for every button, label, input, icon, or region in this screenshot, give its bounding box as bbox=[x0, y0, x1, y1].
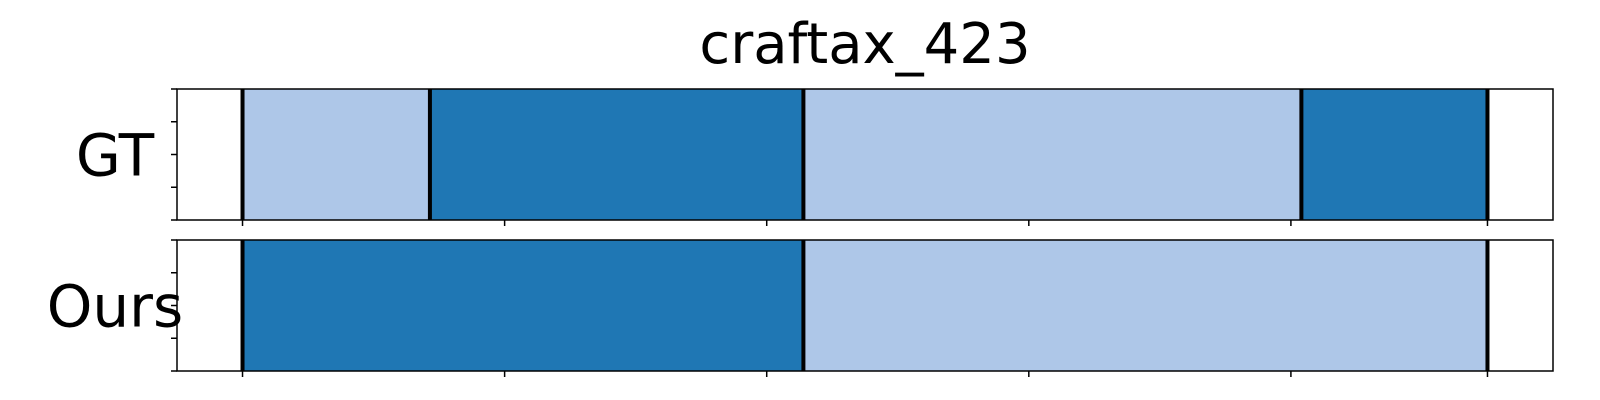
segment-ours-0 bbox=[242, 240, 804, 371]
segment-gt-2 bbox=[803, 89, 1302, 220]
chart-title: craftax_423 bbox=[699, 12, 1030, 77]
segment-gt-1 bbox=[429, 89, 804, 220]
row-gt: GT bbox=[76, 88, 1554, 226]
row-label-ours: Ours bbox=[47, 273, 183, 341]
row-ours: Ours bbox=[47, 239, 1554, 377]
segment-ours-1 bbox=[803, 240, 1488, 371]
row-label-gt: GT bbox=[76, 122, 155, 190]
rows-layer: GT Ours bbox=[47, 88, 1554, 377]
segment-gt-3 bbox=[1301, 89, 1488, 220]
segment-gt-0 bbox=[242, 89, 430, 220]
